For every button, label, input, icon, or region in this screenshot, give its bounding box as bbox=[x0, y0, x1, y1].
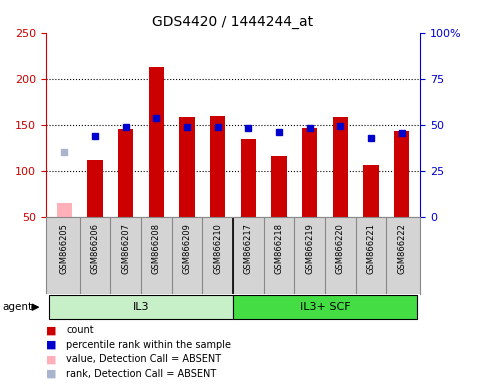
Text: IL3+ SCF: IL3+ SCF bbox=[300, 302, 350, 312]
Bar bbox=[271, 156, 287, 217]
Text: GSM866218: GSM866218 bbox=[274, 223, 284, 274]
Bar bbox=[179, 118, 195, 217]
Bar bbox=[302, 129, 317, 217]
Text: percentile rank within the sample: percentile rank within the sample bbox=[66, 340, 231, 350]
Bar bbox=[87, 160, 103, 217]
Text: count: count bbox=[66, 325, 94, 335]
Text: value, Detection Call = ABSENT: value, Detection Call = ABSENT bbox=[66, 354, 221, 364]
Text: rank, Detection Call = ABSENT: rank, Detection Call = ABSENT bbox=[66, 369, 216, 379]
Bar bbox=[210, 116, 226, 217]
Text: GSM866222: GSM866222 bbox=[398, 223, 406, 274]
Text: GSM866210: GSM866210 bbox=[213, 223, 222, 274]
Text: GSM866206: GSM866206 bbox=[90, 223, 99, 274]
Text: GSM866207: GSM866207 bbox=[121, 223, 130, 274]
Text: ■: ■ bbox=[46, 354, 57, 364]
Bar bbox=[333, 118, 348, 217]
Bar bbox=[49, 295, 233, 319]
Bar bbox=[149, 67, 164, 217]
Text: GSM866221: GSM866221 bbox=[367, 223, 376, 274]
Bar bbox=[363, 166, 379, 217]
Text: GSM866209: GSM866209 bbox=[183, 223, 192, 274]
Bar bbox=[233, 295, 417, 319]
Text: GSM866220: GSM866220 bbox=[336, 223, 345, 274]
Bar bbox=[241, 139, 256, 217]
Text: GSM866219: GSM866219 bbox=[305, 223, 314, 274]
Text: IL3: IL3 bbox=[133, 302, 149, 312]
Text: ■: ■ bbox=[46, 325, 57, 335]
Text: ■: ■ bbox=[46, 340, 57, 350]
Text: agent: agent bbox=[2, 302, 32, 312]
Title: GDS4420 / 1444244_at: GDS4420 / 1444244_at bbox=[153, 15, 313, 29]
Bar bbox=[57, 203, 72, 217]
Text: GSM866205: GSM866205 bbox=[60, 223, 69, 274]
Text: ■: ■ bbox=[46, 369, 57, 379]
Bar bbox=[118, 129, 133, 217]
Bar bbox=[394, 131, 410, 217]
Text: GSM866208: GSM866208 bbox=[152, 223, 161, 274]
Text: GSM866217: GSM866217 bbox=[244, 223, 253, 274]
